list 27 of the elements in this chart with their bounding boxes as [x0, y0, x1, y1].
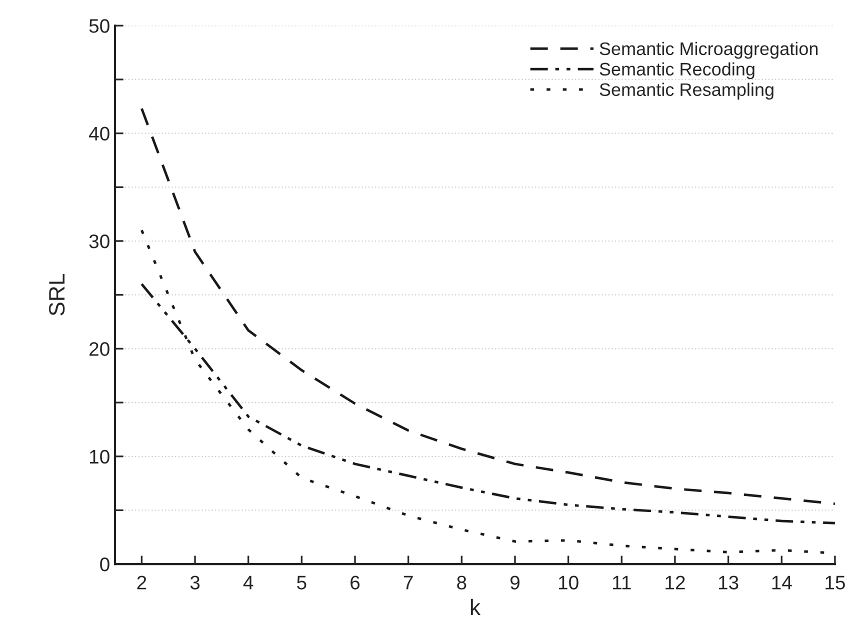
y-tick-label: 40 — [88, 126, 110, 141]
x-tick-label: 13 — [718, 576, 738, 590]
x-tick-label: 5 — [297, 576, 306, 590]
x-tick-label: 11 — [613, 576, 631, 590]
line-series — [140, 107, 835, 506]
x-tick-label: 8 — [457, 576, 466, 590]
x-axis-title: k — [470, 598, 481, 615]
x-tick-label: 3 — [190, 576, 200, 590]
y-tick-label: 10 — [90, 450, 110, 464]
legend-label: Semantic Recoding — [600, 62, 754, 80]
x-tick-label: 14 — [772, 576, 792, 590]
x-tick-label: 7 — [404, 576, 413, 590]
y-tick-label: 50 — [89, 19, 110, 33]
y-tick-label: 0 — [100, 558, 110, 572]
x-tick-label: 4 — [243, 576, 254, 590]
y-tick-label: 20 — [90, 342, 110, 356]
legend-label: Semantic Microaggregation — [600, 42, 818, 59]
x-tick-label: 12 — [666, 576, 685, 590]
x-tick-label: 10 — [558, 576, 578, 590]
x-tick-label: 15 — [826, 576, 845, 590]
x-tick-label: 2 — [137, 576, 146, 590]
y-tick-label: 30 — [89, 234, 110, 248]
x-tick-label: 9 — [510, 576, 520, 590]
line-series — [140, 282, 835, 524]
x-tick-label: 6 — [350, 576, 360, 590]
y-axis-title: SRL — [48, 274, 65, 316]
legend-label: Semantic Resampling — [600, 82, 774, 100]
